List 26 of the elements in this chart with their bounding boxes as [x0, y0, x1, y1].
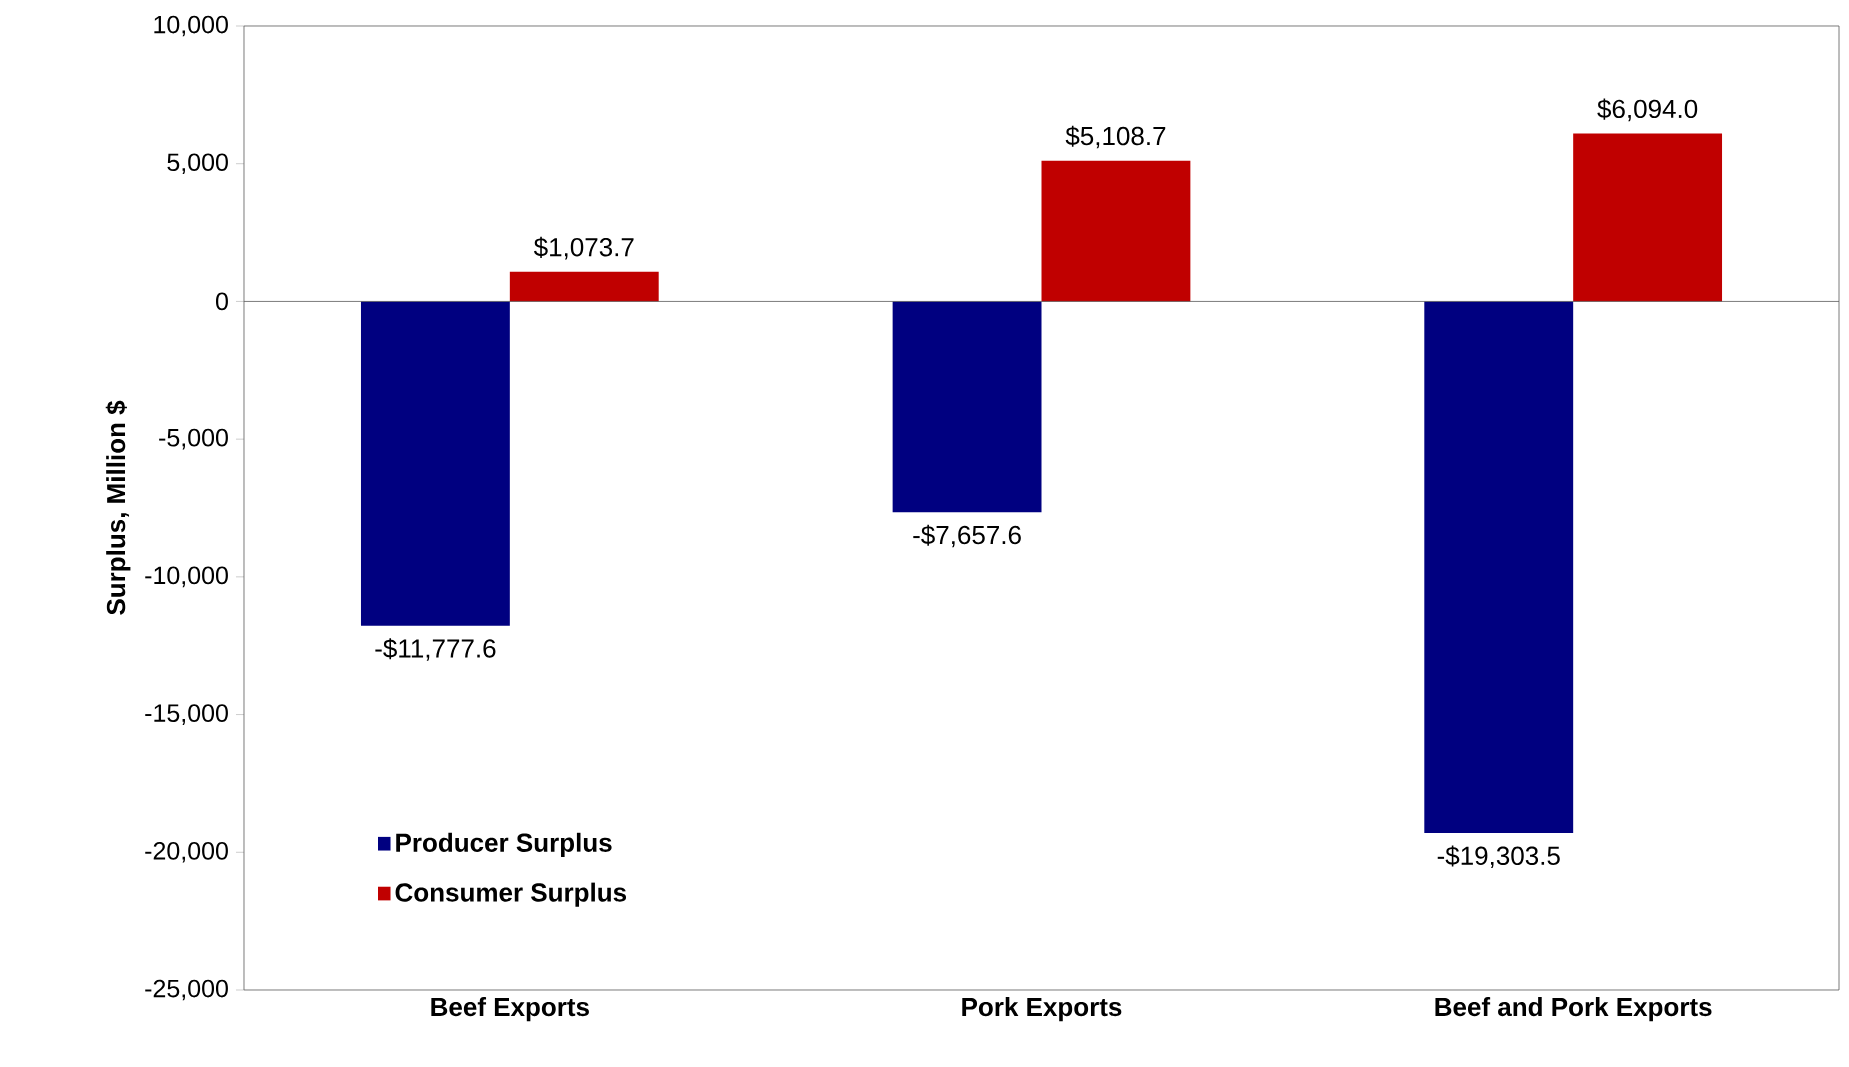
bar — [892, 301, 1042, 513]
data-label: -$19,303.5 — [1437, 845, 1560, 869]
x-tick-label: Pork Exports — [962, 997, 1122, 1022]
bar — [1424, 301, 1574, 834]
legend-label: Consumer Surplus — [395, 882, 627, 907]
legend-label: Producer Surplus — [396, 832, 612, 858]
y-tick-label: 5,000 — [167, 153, 228, 175]
bar — [509, 271, 659, 302]
data-label: $6,094.0 — [1597, 98, 1698, 122]
bar — [360, 301, 510, 626]
y-tick-label: -5,000 — [159, 428, 228, 450]
y-tick-label: -15,000 — [145, 704, 228, 725]
data-label: -$11,777.6 — [375, 638, 496, 661]
y-tick-label: -10,000 — [145, 566, 228, 588]
y-tick-label: 0 — [216, 292, 228, 311]
y-tick-label: 10,000 — [154, 15, 228, 37]
y-axis-title: Surplus, Million $ — [105, 400, 131, 615]
y-tick-label: -20,000 — [145, 841, 228, 863]
x-tick-label: Beef Exports — [431, 997, 589, 1022]
bar — [1041, 160, 1191, 302]
data-label: $5,108.7 — [1065, 125, 1166, 149]
data-label: $1,073.7 — [533, 236, 634, 260]
bar — [1573, 133, 1723, 302]
y-tick-label: -25,000 — [145, 979, 228, 1001]
x-tick-label: Beef and Pork Exports — [1435, 997, 1712, 1022]
data-label: -$7,657.6 — [913, 524, 1021, 548]
